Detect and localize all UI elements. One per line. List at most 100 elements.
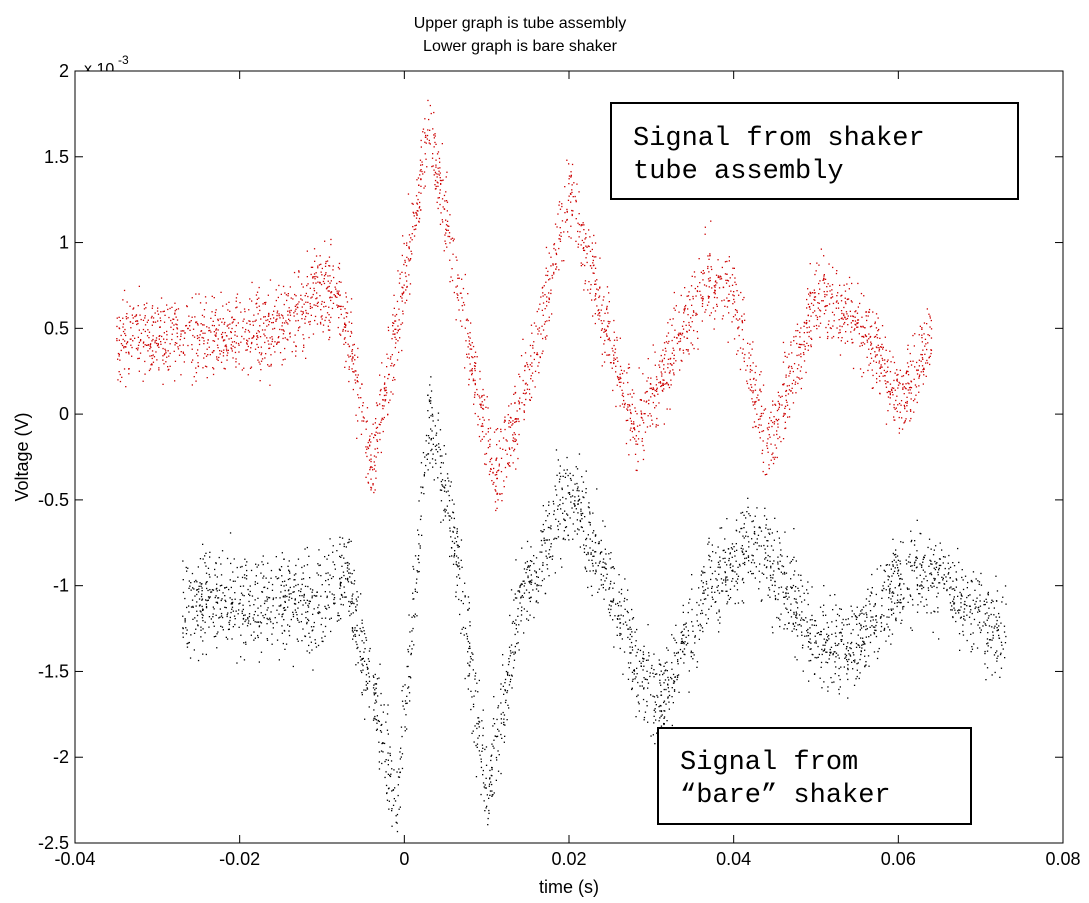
data-point — [830, 327, 832, 330]
data-point — [310, 273, 312, 276]
data-point — [683, 308, 686, 310]
data-point — [807, 288, 809, 290]
data-point — [127, 341, 129, 343]
data-point — [795, 598, 797, 600]
data-point — [249, 320, 251, 322]
data-point — [143, 304, 145, 306]
data-point — [902, 388, 904, 390]
data-point — [452, 530, 454, 533]
data-point — [766, 445, 768, 447]
data-point — [983, 604, 985, 606]
data-point — [606, 305, 608, 308]
data-point — [638, 367, 640, 369]
data-point — [416, 203, 419, 205]
data-point — [373, 717, 375, 719]
data-point — [756, 542, 758, 544]
data-point — [288, 310, 291, 312]
data-point — [820, 661, 823, 664]
data-point — [998, 637, 1001, 639]
data-point — [399, 337, 401, 339]
data-point — [661, 714, 663, 716]
data-point — [642, 419, 644, 421]
data-point — [289, 312, 291, 314]
data-point — [813, 298, 815, 301]
data-point — [986, 601, 988, 603]
data-point — [406, 285, 408, 288]
data-point — [208, 346, 210, 348]
data-point — [440, 489, 443, 491]
data-point — [742, 548, 744, 550]
data-point — [988, 639, 991, 641]
data-point — [763, 409, 765, 411]
data-point — [537, 328, 539, 330]
data-point — [367, 473, 369, 475]
data-point — [993, 627, 995, 629]
data-point — [690, 650, 692, 652]
data-point — [852, 367, 855, 370]
data-point — [148, 337, 150, 339]
data-point — [182, 560, 184, 562]
data-point — [604, 567, 606, 570]
data-point — [305, 292, 307, 295]
data-point — [216, 647, 218, 649]
data-point — [512, 423, 514, 425]
data-point — [374, 489, 376, 491]
data-point — [607, 338, 609, 341]
data-point — [307, 611, 309, 613]
data-point — [640, 399, 642, 401]
data-point — [857, 322, 859, 324]
data-point — [743, 581, 745, 584]
data-point — [413, 235, 416, 237]
data-point — [319, 282, 321, 284]
data-point — [895, 618, 897, 621]
data-point — [889, 371, 892, 373]
data-point — [696, 313, 698, 316]
data-point — [385, 759, 387, 761]
data-point — [753, 421, 756, 423]
data-point — [458, 562, 460, 564]
data-point — [332, 265, 334, 267]
data-point — [408, 274, 410, 276]
data-point — [357, 381, 359, 383]
data-point — [376, 447, 379, 450]
data-point — [794, 381, 797, 383]
data-point — [158, 367, 160, 369]
data-point — [176, 336, 179, 338]
data-point — [558, 201, 561, 203]
data-point — [404, 700, 407, 702]
data-point — [627, 611, 629, 614]
data-point — [186, 305, 188, 307]
data-point — [344, 366, 346, 368]
data-point — [870, 353, 872, 355]
data-point — [692, 314, 694, 317]
data-point — [683, 321, 685, 323]
data-point — [158, 338, 160, 340]
data-point — [833, 314, 835, 316]
data-point — [683, 634, 685, 636]
data-point — [868, 311, 870, 313]
data-point — [960, 606, 962, 608]
data-point — [252, 324, 254, 326]
data-point — [380, 451, 382, 454]
data-point — [708, 537, 710, 539]
data-point — [466, 635, 469, 638]
data-point — [438, 197, 440, 199]
data-point — [805, 319, 808, 322]
data-point — [822, 644, 824, 646]
data-point — [601, 353, 603, 355]
data-point — [742, 299, 744, 301]
data-point — [528, 368, 531, 371]
data-point — [725, 590, 727, 592]
data-point — [119, 320, 121, 322]
data-point — [144, 315, 146, 317]
data-point — [469, 645, 471, 648]
data-point — [416, 591, 418, 593]
data-point — [367, 667, 369, 670]
data-point — [714, 290, 716, 292]
data-point — [530, 378, 532, 380]
data-point — [439, 223, 442, 225]
data-point — [660, 684, 662, 686]
data-point — [385, 389, 387, 391]
data-point — [754, 577, 756, 579]
data-point — [841, 337, 843, 339]
